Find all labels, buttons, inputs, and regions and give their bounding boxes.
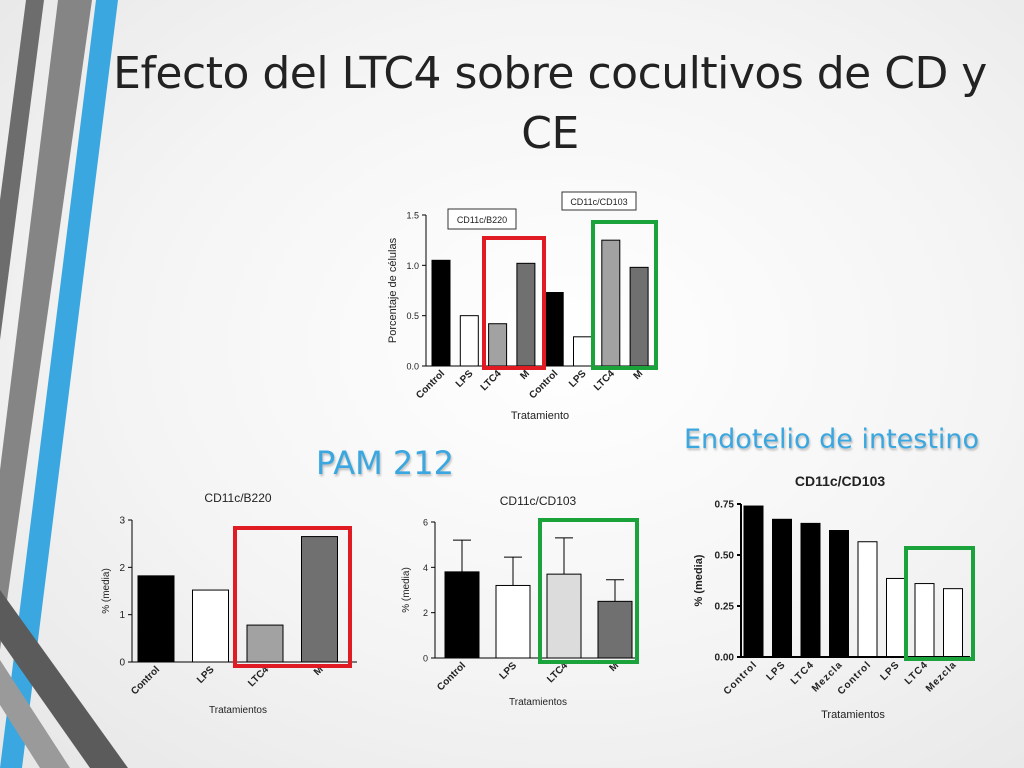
y-tick-label: 1.5 bbox=[406, 211, 419, 221]
group-label-b220: CD11c/B220 bbox=[457, 215, 507, 225]
bar-control-0 bbox=[431, 259, 451, 367]
x-tick-label: Control bbox=[722, 659, 760, 697]
x-tick-label: LPS bbox=[498, 660, 520, 682]
x-tick-label: LPS bbox=[764, 659, 788, 683]
bar-lps-5 bbox=[886, 577, 906, 658]
x-tick-label: LTC4 bbox=[479, 368, 504, 393]
y-axis-label: Porcentaje de células bbox=[387, 237, 399, 343]
endotelio-heading: Endotelio de intestino bbox=[684, 424, 980, 455]
y-tick-label: 2 bbox=[119, 563, 125, 574]
y-tick-label: 1 bbox=[119, 610, 125, 621]
y-tick-label: 0.0 bbox=[406, 362, 419, 372]
y-tick-label: 0.25 bbox=[715, 602, 735, 613]
bar-ltc4-2 bbox=[488, 323, 508, 367]
bar-lps-1 bbox=[495, 584, 531, 659]
y-tick-label: 6 bbox=[423, 518, 428, 528]
x-tick-label: LTC4 bbox=[592, 368, 617, 393]
y-tick-label: 0.00 bbox=[715, 653, 735, 664]
x-tick-label: M bbox=[632, 368, 646, 382]
stripe-bottom-light bbox=[0, 660, 70, 768]
x-tick-label: Control bbox=[414, 368, 447, 401]
stripe-gray bbox=[0, 0, 92, 650]
y-tick-label: 0 bbox=[423, 654, 428, 664]
stripe-bottom-dark bbox=[0, 590, 128, 768]
bar-m-3 bbox=[301, 536, 338, 663]
bar-lps-5 bbox=[573, 336, 592, 367]
x-tick-label: LPS bbox=[195, 664, 217, 686]
bar-m-3 bbox=[516, 262, 536, 367]
pam-heading: PAM 212 bbox=[316, 444, 454, 482]
bar-control-4 bbox=[857, 541, 878, 658]
x-tick-label: Control bbox=[527, 368, 560, 401]
highlight-box-green bbox=[904, 546, 975, 661]
highlight-box-red bbox=[233, 526, 352, 668]
x-axis-label: Tratamientos bbox=[509, 697, 567, 708]
bar-control-4 bbox=[544, 292, 564, 367]
y-axis-label: % (media) bbox=[101, 568, 112, 614]
y-tick-label: 0.5 bbox=[406, 311, 419, 321]
stripe-dark bbox=[0, 0, 44, 340]
bar-m-7 bbox=[629, 266, 649, 367]
bar-mezcla-3 bbox=[829, 530, 849, 658]
group-label-box-cd103 bbox=[561, 191, 637, 211]
x-axis-label: Tratamientos bbox=[821, 709, 885, 721]
y-tick-label: 0.50 bbox=[715, 551, 735, 562]
x-axis-label: Tratamiento bbox=[511, 410, 569, 422]
highlight-box-red bbox=[482, 236, 546, 370]
y-axis-label: % (media) bbox=[401, 567, 412, 613]
bar-lps-1 bbox=[192, 589, 229, 663]
bar-ltc4-6 bbox=[601, 239, 621, 367]
group-label-cd103: CD11c/CD103 bbox=[570, 197, 627, 207]
bar-ltc4-2 bbox=[800, 522, 821, 658]
bar-control-0 bbox=[137, 575, 175, 663]
chart-title: CD11c/B220 bbox=[204, 491, 271, 505]
bar-ltc4-2 bbox=[246, 624, 284, 663]
stripe-blue bbox=[0, 0, 118, 768]
bar-lps-1 bbox=[459, 315, 479, 367]
y-tick-label: 1.0 bbox=[406, 261, 419, 271]
chart-title: CD11c/CD103 bbox=[500, 494, 577, 508]
bar-m-3 bbox=[597, 600, 633, 659]
y-tick-label: 4 bbox=[423, 563, 428, 573]
bar-control-0 bbox=[444, 571, 480, 659]
slide-title: Efecto del LTC4 sobre cocultivos de CD y… bbox=[113, 48, 987, 159]
bar-ltc4-6 bbox=[914, 583, 935, 658]
x-tick-label: M bbox=[518, 368, 532, 382]
x-tick-label: LPS bbox=[567, 368, 589, 390]
x-tick-label: Control bbox=[435, 660, 468, 693]
y-tick-label: 0 bbox=[119, 658, 125, 669]
endotelio-chart: CD11c/CD103 0.000.250.500.75 Control LPS L… bbox=[693, 473, 975, 721]
y-tick-label: 3 bbox=[119, 516, 125, 527]
highlight-box-green bbox=[538, 518, 639, 664]
x-tick-label: Mezcla bbox=[924, 659, 959, 694]
x-tick-label: Control bbox=[129, 664, 162, 697]
y-tick-label: 0.75 bbox=[715, 500, 735, 511]
decorative-stripes bbox=[0, 0, 128, 768]
group-label-box-b220 bbox=[447, 208, 517, 230]
x-tick-label: LPS bbox=[454, 368, 476, 390]
highlight-box-green bbox=[591, 220, 658, 370]
x-tick-label: LPS bbox=[878, 659, 902, 683]
bar-mezcla-7 bbox=[943, 588, 963, 658]
bar-lps-1 bbox=[772, 518, 792, 658]
bar-control-0 bbox=[743, 505, 764, 658]
y-axis-label: % (media) bbox=[693, 554, 705, 606]
bar-ltc4-2 bbox=[546, 573, 582, 659]
chart-title: CD11c/CD103 bbox=[795, 473, 885, 489]
y-tick-label: 2 bbox=[423, 608, 428, 618]
x-axis-label: Tratamientos bbox=[209, 705, 267, 716]
